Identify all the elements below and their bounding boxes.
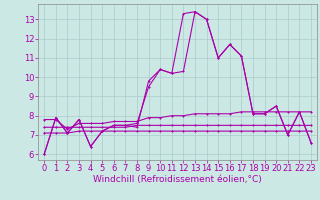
- X-axis label: Windchill (Refroidissement éolien,°C): Windchill (Refroidissement éolien,°C): [93, 175, 262, 184]
